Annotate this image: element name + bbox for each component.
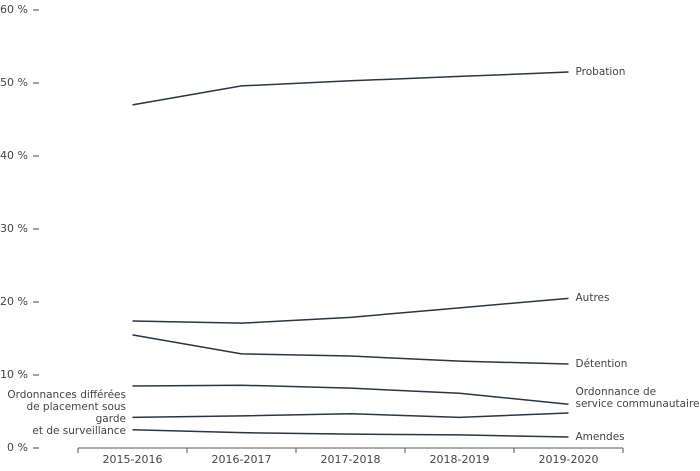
y-tick-label: 10 %: [0, 368, 28, 381]
series-label: Probation: [575, 66, 626, 79]
y-tick-label: 30 %: [0, 222, 28, 235]
y-tick-label: 0 %: [7, 441, 28, 454]
y-tick-label: 40 %: [0, 149, 28, 162]
x-tick-label: 2017-2018: [321, 453, 381, 466]
series-line: [132, 71, 569, 106]
series-line: [132, 334, 569, 365]
y-tick-label: 60 %: [0, 3, 28, 16]
series-line: [132, 412, 569, 419]
series-line: [132, 429, 569, 438]
y-tick-label: 50 %: [0, 76, 28, 89]
series-label: Autres: [575, 292, 610, 305]
x-tick-label: 2015-2016: [103, 453, 163, 466]
series-label: Détention: [575, 358, 628, 371]
series-label: Ordonnances différées de placement sous …: [7, 389, 126, 438]
series-label: Ordonnance de service communautaire: [575, 386, 700, 411]
series-label: Amendes: [575, 431, 625, 444]
series-line: [132, 384, 569, 405]
y-tick-label: 20 %: [0, 295, 28, 308]
x-tick-label: 2019-2020: [539, 453, 599, 466]
x-tick-label: 2016-2017: [212, 453, 272, 466]
series-line: [132, 297, 569, 324]
x-tick-label: 2018-2019: [430, 453, 490, 466]
